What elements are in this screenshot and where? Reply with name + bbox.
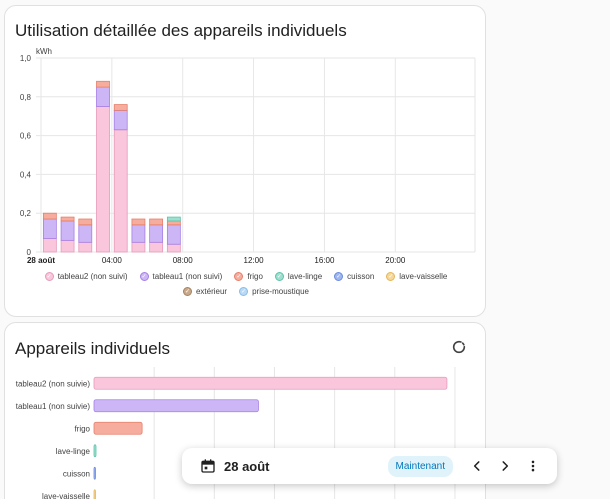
now-button[interactable]: Maintenant	[387, 455, 453, 477]
chevron-right-icon[interactable]	[491, 452, 519, 480]
legend-swatch: ✓	[274, 272, 284, 281]
bar-segment	[149, 224, 164, 243]
category-label: tableau2 (non suivie)	[16, 379, 91, 388]
chevron-left-icon[interactable]	[463, 452, 491, 480]
x-tick-label: 04:00	[102, 256, 123, 265]
x-tick-label: 28 août	[27, 256, 55, 265]
card-title: Appareils individuels	[15, 339, 170, 358]
bar-segment	[166, 216, 181, 222]
bar-segment	[131, 224, 146, 243]
legend-item[interactable]: ✓ frigo	[228, 272, 269, 281]
bar-segment	[166, 220, 181, 226]
category-label: tableau1 (non suivie)	[16, 402, 91, 411]
y-axis-unit: kWh	[36, 47, 52, 56]
bar-segment	[42, 238, 57, 253]
category-label: cuisson	[63, 469, 90, 478]
bar-segment	[166, 243, 181, 253]
bar-segment	[60, 220, 75, 241]
bar-segment	[96, 86, 110, 107]
y-tick-label: 0,8	[20, 93, 32, 102]
y-tick-label: 0,2	[20, 209, 32, 218]
legend-item[interactable]: ✓ lave-linge	[269, 272, 328, 281]
y-tick-label: 0	[27, 248, 32, 257]
stacked-bar-chart[interactable]: kWh 0 0,2 0,4 0,6 0,8 1,0 28 août 04:00 08:00 12:0…	[5, 6, 487, 268]
y-tick-label: 0,4	[20, 170, 32, 179]
category-label: frigo	[74, 424, 90, 433]
category-label: lave-linge	[56, 447, 91, 456]
bar-segment	[113, 109, 128, 131]
bar-segment	[78, 241, 93, 253]
bar-segment	[42, 212, 57, 220]
legend-item[interactable]: ✓ lave-vaisselle	[380, 272, 453, 281]
legend-item[interactable]: ✓ prise-moustique	[233, 287, 315, 296]
selected-date[interactable]: 28 août	[224, 458, 270, 474]
device-bar	[93, 376, 448, 390]
device-bar	[93, 466, 96, 480]
bar-segment	[60, 239, 75, 253]
bar-segment	[78, 218, 93, 226]
device-bar	[93, 489, 96, 499]
bar-segment	[60, 216, 75, 222]
legend-item[interactable]: ✓ extérieur	[177, 287, 233, 296]
category-label: lave-vaisselle	[42, 492, 91, 499]
legend-label: lave-vaisselle	[399, 272, 448, 281]
legend-label: cuisson	[347, 272, 375, 281]
legend-swatch: ✓	[386, 272, 396, 281]
refresh-icon[interactable]	[451, 339, 467, 355]
bar-segment	[131, 218, 146, 226]
legend-swatch: ✓	[334, 272, 344, 281]
bar-segment	[166, 224, 181, 245]
horizontal-bar-chart[interactable]: tableau2 (non suivie) tableau1 (non suivi…	[5, 367, 486, 499]
device-bar	[93, 444, 97, 458]
legend-swatch: ✓	[234, 272, 244, 281]
bar-segment	[96, 80, 110, 88]
calendar-icon[interactable]	[200, 458, 216, 474]
dots-vertical-icon[interactable]	[519, 452, 547, 480]
legend-swatch: ✓	[182, 287, 192, 296]
legend-swatch: ✓	[239, 287, 249, 296]
bar-segment	[113, 104, 128, 111]
legend-label: prise-moustique	[252, 287, 310, 296]
bar-segment	[131, 241, 146, 253]
x-tick-label: 12:00	[244, 256, 265, 265]
bar-segment	[149, 218, 164, 226]
bar-segment	[42, 218, 57, 239]
legend-swatch: ✓	[139, 272, 149, 281]
device-bar	[93, 421, 143, 435]
x-tick-label: 08:00	[173, 256, 194, 265]
y-tick-label: 0,6	[20, 132, 32, 141]
legend-label: frigo	[247, 272, 263, 281]
bar-segment	[96, 106, 110, 253]
x-tick-label: 20:00	[385, 256, 406, 265]
individual-devices-card: Appareils individuels tableau2 (non suiv…	[4, 322, 486, 499]
legend-label: lave-linge	[287, 272, 323, 281]
chart-legend: ✓ tableau2 (non suivi) ✓ tableau1 (non suiv…	[5, 272, 487, 296]
legend-label: tableau2 (non suivi)	[57, 272, 128, 281]
y-tick-label: 1,0	[20, 54, 32, 63]
date-toolbar: 28 août Maintenant	[182, 448, 557, 484]
device-bar	[93, 399, 259, 413]
card-title: Utilisation détaillée des appareils indi…	[15, 21, 347, 40]
x-tick-label: 16:00	[314, 256, 335, 265]
legend-swatch: ✓	[44, 272, 54, 281]
bar-segment	[78, 224, 93, 243]
legend-label: extérieur	[195, 287, 228, 296]
bar-segment	[149, 241, 164, 253]
legend-label: tableau1 (non suivi)	[152, 272, 223, 281]
bar-segment	[113, 129, 128, 253]
legend-item[interactable]: ✓ tableau1 (non suivi)	[134, 272, 229, 281]
legend-item[interactable]: ✓ tableau2 (non suivi)	[39, 272, 134, 281]
legend-item[interactable]: ✓ cuisson	[328, 272, 380, 281]
detailed-usage-card: Utilisation détaillée des appareils indi…	[4, 5, 486, 317]
